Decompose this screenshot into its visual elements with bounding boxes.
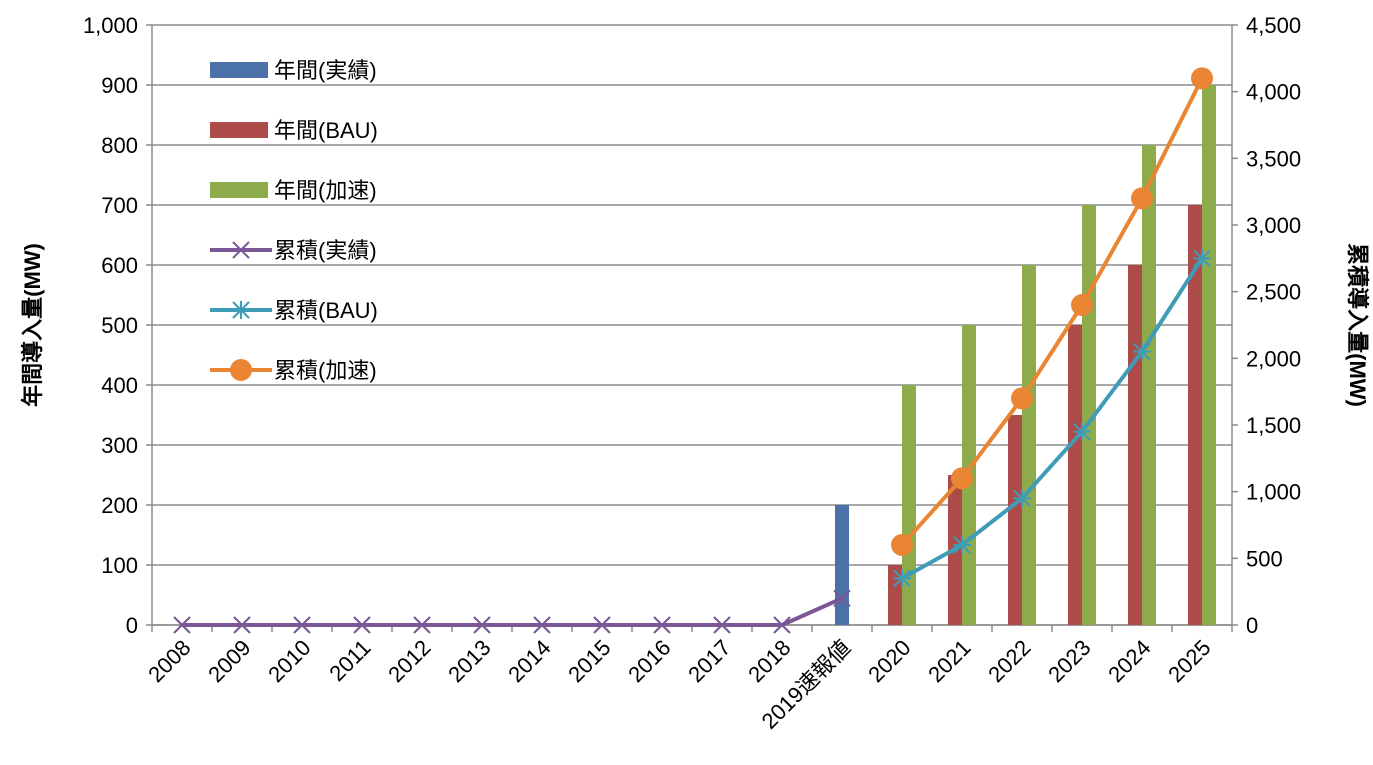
legend-marker (232, 241, 250, 259)
y-left-tick-label: 200 (101, 493, 138, 518)
x-tick-label: 2018 (743, 635, 795, 687)
x-tick-label: 2011 (324, 635, 375, 686)
x-tick-label: 2010 (263, 635, 315, 687)
data-point (533, 616, 551, 634)
data-point (233, 616, 251, 634)
bar (888, 565, 902, 625)
data-point (1013, 489, 1031, 508)
data-point (1133, 342, 1151, 361)
data-point (173, 616, 191, 634)
legend-label: 年間(加速) (274, 178, 377, 203)
legend-label: 累積(加速) (274, 358, 377, 383)
data-point (833, 589, 851, 608)
legend-swatch (210, 62, 268, 78)
legend-swatch (210, 182, 268, 198)
x-tick-label: 2016 (623, 635, 675, 687)
y-right-tick-label: 3,500 (1246, 146, 1301, 171)
data-point (773, 616, 791, 634)
y-right-tick-label: 0 (1246, 613, 1258, 638)
series-line (182, 596, 843, 627)
y-right-tick-label: 2,500 (1246, 280, 1301, 305)
bar (1142, 145, 1156, 625)
series-line (901, 257, 1204, 581)
data-point (953, 536, 971, 554)
x-tick-label: 2009 (203, 635, 255, 687)
bar (1128, 265, 1142, 625)
y-right-tick-label: 4,000 (1246, 80, 1301, 105)
bar (902, 385, 916, 625)
data-point (413, 616, 431, 634)
data-point (951, 467, 973, 490)
y-right-tick-label: 4,500 (1246, 13, 1301, 38)
legend-label: 年間(BAU) (274, 118, 378, 143)
y-right-tick-label: 2,000 (1246, 346, 1301, 371)
data-point (293, 616, 311, 634)
bar (1022, 265, 1036, 625)
y-left-tick-label: 600 (101, 253, 138, 278)
data-point (1071, 294, 1093, 316)
y-left-tick-label: 800 (101, 133, 138, 158)
y-left-tick-label: 100 (101, 553, 138, 578)
y-right-tick-label: 3,000 (1246, 213, 1301, 238)
bar (835, 505, 849, 625)
data-point (1131, 187, 1153, 210)
x-tick-label: 2008 (143, 635, 195, 687)
x-tick-label: 2025 (1163, 635, 1215, 687)
x-tick-label: 2014 (503, 635, 555, 687)
data-point (593, 616, 611, 634)
y-left-axis-title: 年間導入量(MW) (20, 243, 45, 407)
series-line (900, 77, 1204, 547)
x-tick-label: 2024 (1103, 635, 1155, 687)
data-point (1191, 67, 1213, 90)
y-left-tick-label: 1,000 (83, 13, 138, 38)
bar (1202, 85, 1216, 625)
data-point (1073, 422, 1091, 441)
x-tick-label: 2020 (863, 635, 915, 687)
x-tick-label: 2021 (923, 635, 975, 687)
y-right-axis-title: 累積導入量(MW) (1345, 243, 1370, 407)
x-tick-label: 2022 (983, 635, 1035, 687)
x-tick-label: 2017 (683, 635, 735, 687)
data-point (653, 616, 671, 634)
bar (1008, 415, 1022, 625)
data-point (1011, 387, 1033, 410)
x-tick-label: 2015 (563, 635, 615, 687)
bar (1068, 325, 1082, 625)
data-point (473, 616, 491, 634)
y-left-tick-label: 700 (101, 193, 138, 218)
legend-swatch (210, 122, 268, 138)
x-tick-label: 2013 (443, 635, 495, 687)
x-tick-label: 2012 (383, 635, 435, 687)
y-right-tick-label: 1,000 (1246, 480, 1301, 505)
y-left-tick-label: 0 (126, 613, 138, 638)
y-right-tick-label: 500 (1246, 546, 1283, 571)
legend-marker (232, 301, 250, 319)
y-left-tick-label: 300 (101, 433, 138, 458)
y-left-tick-label: 900 (101, 73, 138, 98)
y-left-tick-label: 400 (101, 373, 138, 398)
y-right-tick-label: 1,500 (1246, 413, 1301, 438)
legend-label: 累積(BAU) (274, 298, 378, 323)
legend-label: 累積(実績) (274, 238, 377, 263)
data-point (891, 534, 913, 556)
legend-label: 年間(実績) (274, 58, 377, 83)
bar (1188, 205, 1202, 625)
data-point (893, 569, 911, 588)
y-left-tick-label: 500 (101, 313, 138, 338)
data-point (713, 616, 731, 634)
data-point (353, 616, 371, 634)
legend-marker (230, 359, 252, 381)
x-tick-label: 2023 (1043, 635, 1095, 687)
data-point (1193, 249, 1211, 268)
